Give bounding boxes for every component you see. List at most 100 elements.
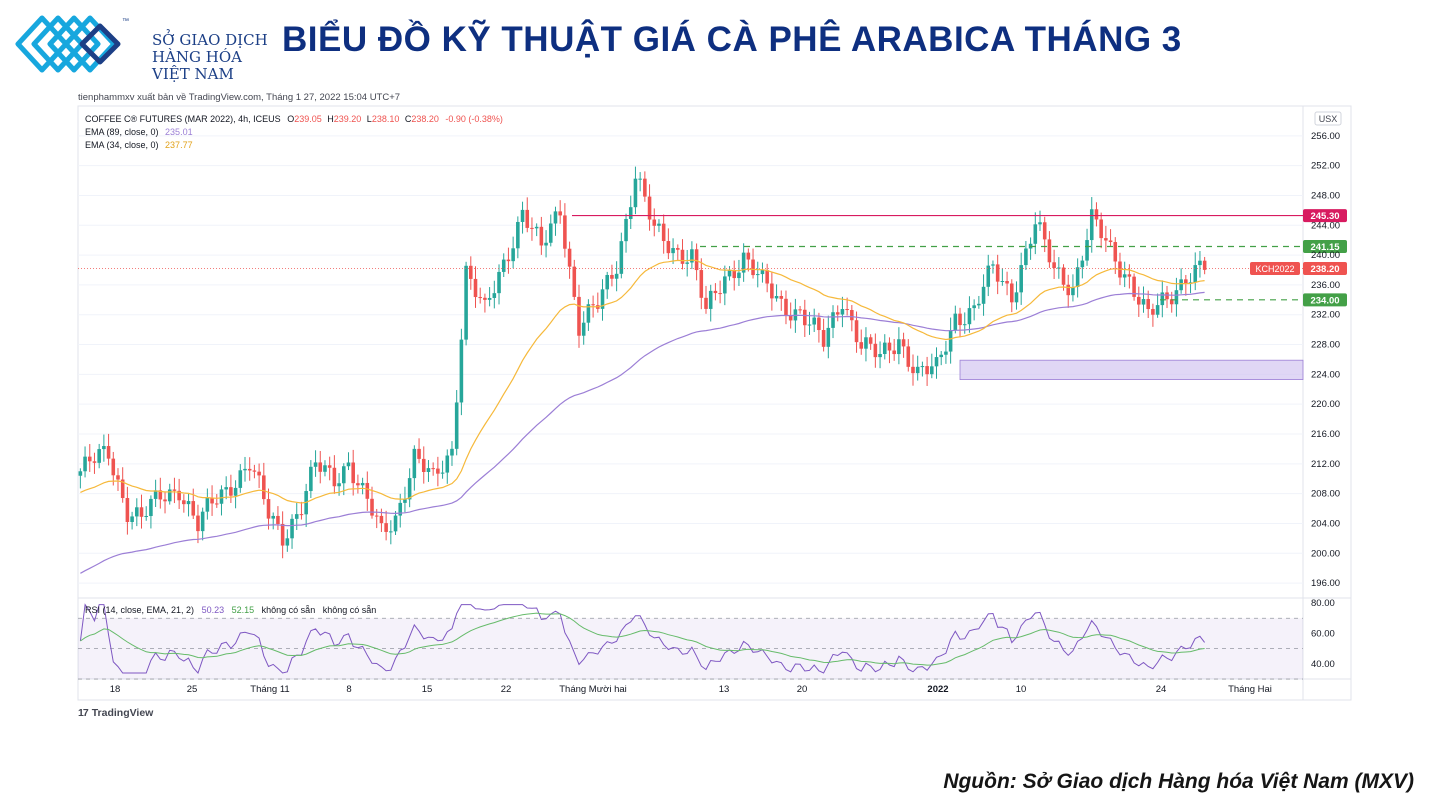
candle bbox=[1028, 243, 1033, 249]
candle bbox=[92, 461, 97, 463]
candle bbox=[1057, 267, 1061, 269]
x-tick-label: 10 bbox=[1016, 684, 1027, 695]
level-badge bbox=[1303, 209, 1347, 223]
candle bbox=[384, 523, 388, 532]
candle bbox=[699, 270, 704, 298]
tradingview-logo[interactable]: 17 TradingView bbox=[78, 707, 154, 719]
candle bbox=[374, 515, 379, 517]
candle bbox=[939, 354, 944, 358]
candle bbox=[793, 309, 798, 321]
candle bbox=[421, 458, 426, 472]
y-tick-label: 196.00 bbox=[1311, 578, 1340, 589]
candle bbox=[1169, 299, 1174, 305]
candle bbox=[501, 259, 506, 272]
candle bbox=[812, 317, 816, 325]
candle bbox=[878, 354, 882, 358]
candle bbox=[553, 211, 558, 224]
y-tick-label: 248.00 bbox=[1311, 190, 1340, 201]
candle bbox=[407, 478, 412, 500]
candle bbox=[906, 346, 911, 367]
candle bbox=[544, 242, 548, 246]
candle bbox=[854, 320, 859, 343]
candle bbox=[346, 462, 351, 467]
candle bbox=[403, 499, 407, 503]
currency-badge[interactable] bbox=[1314, 111, 1342, 126]
candle bbox=[882, 342, 887, 355]
page-title: BIỂU ĐỒ KỸ THUẬT GIÁ CÀ PHÊ ARABICA THÁN… bbox=[282, 20, 1182, 59]
candle bbox=[671, 248, 675, 254]
candle bbox=[379, 515, 384, 524]
candle bbox=[1061, 267, 1066, 285]
grid bbox=[78, 135, 1303, 584]
rsi-band bbox=[78, 618, 1303, 680]
candle bbox=[116, 475, 120, 480]
level-badge bbox=[1303, 293, 1347, 307]
candle bbox=[826, 327, 831, 347]
candle bbox=[1127, 274, 1132, 277]
candle bbox=[511, 248, 515, 262]
candle bbox=[252, 470, 257, 472]
candle bbox=[1085, 240, 1089, 261]
candle bbox=[534, 226, 539, 229]
candle bbox=[1000, 281, 1005, 283]
candle bbox=[294, 514, 299, 519]
candle bbox=[1202, 260, 1207, 270]
candle bbox=[1099, 219, 1103, 239]
ema89-legend: EMA (89, close, 0) 235.01 bbox=[85, 127, 193, 137]
candle bbox=[262, 475, 266, 500]
candle bbox=[417, 448, 421, 459]
y-tick-label: 200.00 bbox=[1311, 548, 1340, 559]
candle bbox=[78, 471, 83, 476]
candle bbox=[661, 223, 666, 242]
candle bbox=[87, 456, 92, 462]
candle bbox=[596, 305, 600, 309]
candle bbox=[149, 498, 153, 517]
y-tick-label: 212.00 bbox=[1311, 459, 1340, 470]
candle bbox=[868, 337, 873, 344]
candle bbox=[548, 223, 553, 243]
last-price-label: 238.20 bbox=[1310, 264, 1339, 275]
candle bbox=[182, 500, 186, 505]
candle bbox=[266, 499, 271, 519]
candle bbox=[1146, 299, 1150, 310]
candle bbox=[135, 507, 139, 517]
rsi-legend: RSI (14, close, EMA, 21, 2) 50.23 52.15 … bbox=[85, 605, 376, 615]
candle bbox=[948, 330, 953, 352]
candle bbox=[788, 315, 793, 321]
candle bbox=[591, 304, 595, 306]
x-tick-label: 8 bbox=[346, 684, 351, 695]
candle bbox=[210, 497, 214, 504]
candle bbox=[1122, 274, 1127, 278]
candle bbox=[1137, 296, 1141, 305]
tradingview-icon: 17 bbox=[78, 707, 89, 719]
candle bbox=[257, 471, 261, 476]
candle bbox=[153, 490, 158, 499]
candle bbox=[1047, 239, 1052, 263]
ema89-line bbox=[80, 291, 1205, 574]
candle bbox=[741, 252, 746, 273]
support-zone-rect bbox=[959, 359, 1304, 380]
candle bbox=[196, 515, 200, 532]
x-tick-label: 25 bbox=[187, 684, 198, 695]
candle bbox=[774, 296, 779, 299]
symbol-line: COFFEE C® FUTURES (MAR 2022), 4h, ICEUS … bbox=[85, 114, 503, 124]
candle bbox=[299, 514, 304, 516]
candle bbox=[238, 470, 243, 488]
y-tick-label: 216.00 bbox=[1311, 429, 1340, 440]
ema-lines bbox=[80, 259, 1205, 574]
x-tick-label: 24 bbox=[1156, 684, 1167, 695]
candle bbox=[779, 296, 784, 299]
x-tick-label: 15 bbox=[422, 684, 433, 695]
price-axis: 256.00 252.00 248.00 244.00 240.00 236.00 232.… bbox=[1311, 131, 1340, 589]
y-tick-label: 232.00 bbox=[1311, 310, 1340, 321]
candle bbox=[243, 468, 247, 471]
last-price-badge bbox=[1303, 262, 1347, 276]
candle bbox=[944, 351, 948, 355]
candle bbox=[492, 293, 497, 298]
candle bbox=[412, 448, 417, 479]
candle bbox=[619, 241, 624, 274]
candle bbox=[398, 502, 403, 516]
candle bbox=[831, 312, 835, 328]
candle bbox=[859, 342, 864, 349]
